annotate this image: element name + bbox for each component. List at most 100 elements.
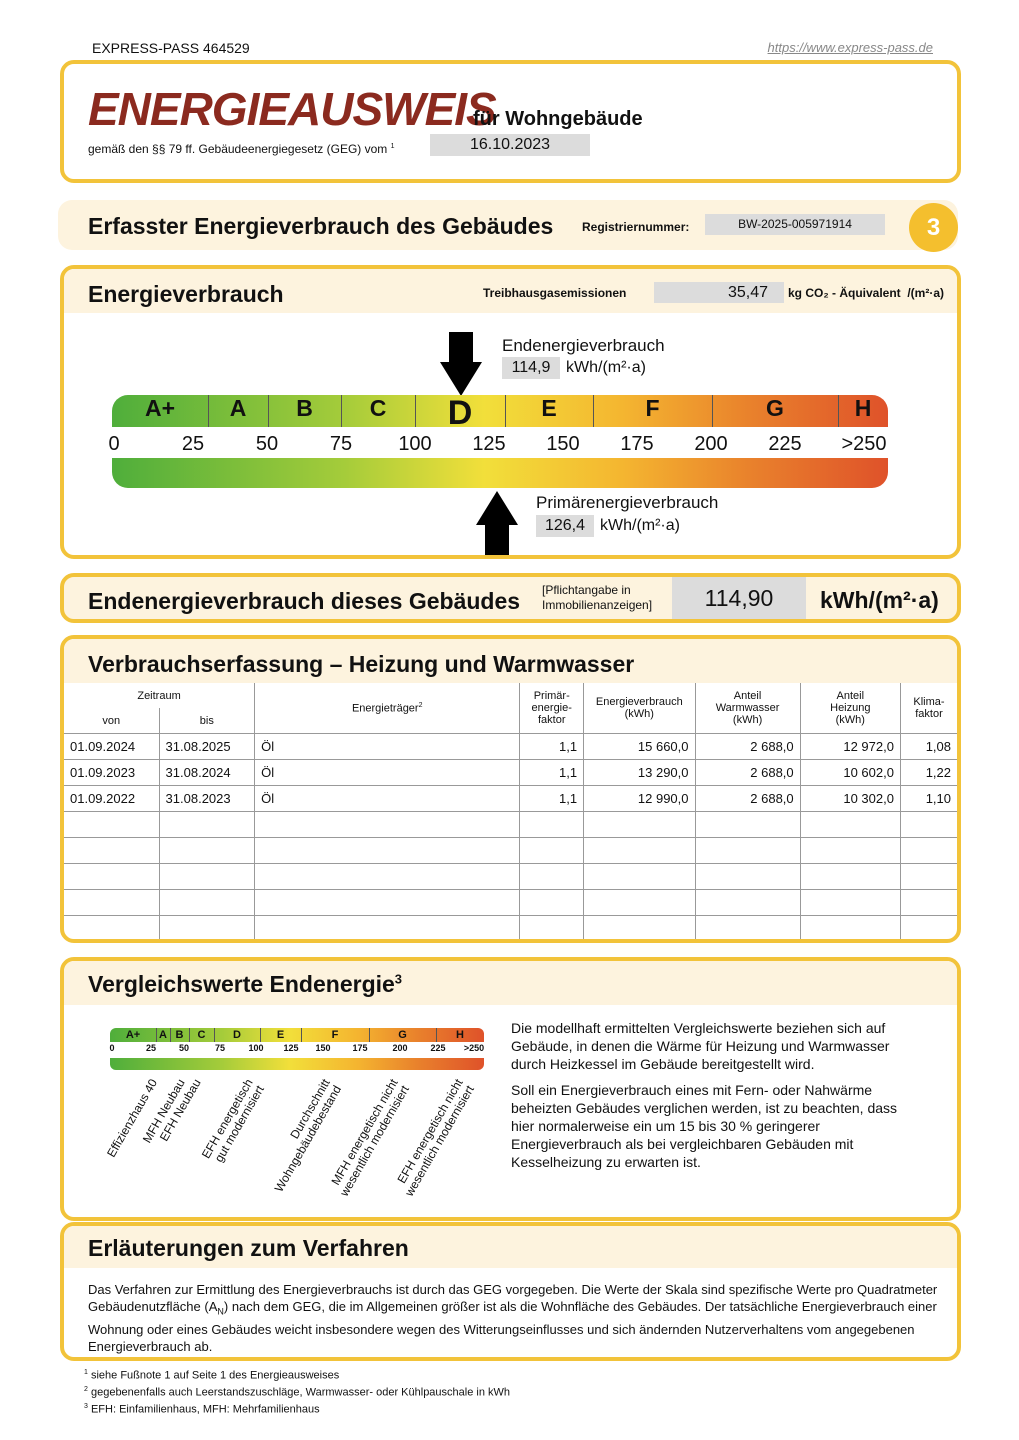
gradient-bar — [112, 458, 888, 488]
mini-class-label: D — [214, 1028, 261, 1042]
header-line: (kWh) — [732, 714, 763, 726]
end-unit: kWh/(m²·a) — [566, 359, 646, 376]
cell: 1,08 — [899, 733, 957, 760]
comparison-label: EFH energetisch gut modernisiert — [198, 1077, 266, 1167]
cell: 2 688,0 — [694, 733, 801, 760]
empty-row — [64, 942, 957, 944]
tick-label: 150 — [546, 433, 580, 455]
final-unit: kWh/(m²·a) — [820, 587, 939, 613]
mini-tick-label: 200 — [392, 1043, 408, 1053]
cell: 2 688,0 — [694, 759, 801, 786]
cell — [158, 837, 256, 864]
subscript: N — [217, 1306, 224, 1317]
mini-tick-label: 125 — [283, 1043, 299, 1053]
cell — [519, 915, 585, 939]
header-line: faktor — [537, 714, 566, 726]
text: ) nach dem GEG, die im Allgemeinen größe… — [88, 1299, 937, 1354]
cell — [799, 889, 901, 916]
tick-label: 125 — [472, 433, 506, 455]
footnote: 3 EFH: Einfamilienhaus, MFH: Mehrfamilie… — [84, 1400, 510, 1417]
mini-tick-label: 25 — [145, 1043, 156, 1053]
cell: 10 302,0 — [799, 785, 901, 812]
cell: 15 660,0 — [583, 733, 696, 760]
cell — [254, 915, 521, 939]
carrier-header: Energieträger2 — [254, 683, 521, 734]
cell: 1,22 — [899, 759, 957, 786]
date-field: 16.10.2023 — [430, 134, 590, 156]
cell: 1,1 — [519, 733, 585, 760]
cell — [799, 837, 901, 864]
mini-class-label: E — [260, 1028, 302, 1042]
cell — [254, 889, 521, 916]
footnote-mark: 2 — [84, 1386, 88, 1394]
cell — [158, 863, 256, 890]
class-label: E — [505, 395, 594, 427]
band — [64, 1226, 957, 1268]
title-box: ENERGIEAUSWEIS für Wohngebäude gemäß den… — [60, 60, 961, 183]
cell — [694, 889, 801, 916]
cell — [159, 942, 255, 944]
cell — [899, 837, 957, 864]
period-header: Zeitraum — [64, 683, 256, 708]
column-header: Anteil Heizung (kWh) — [799, 683, 901, 734]
cell — [254, 837, 521, 864]
class-label: B — [268, 395, 342, 427]
cell — [583, 863, 696, 890]
header-line: Anteil — [733, 690, 762, 702]
cell — [64, 915, 160, 939]
header-line: Energieverbrauch — [595, 696, 683, 708]
empty-row — [64, 915, 957, 939]
header-line: Klima- — [913, 696, 945, 708]
class-bar — [112, 395, 888, 427]
data-row: 01.09.2024 31.08.2025 Öl 1,1 15 660,0 2 688,0… — [64, 733, 957, 760]
empty-row — [64, 811, 957, 838]
explanation-text: Das Verfahren zur Ermittlung des Energie… — [88, 1281, 938, 1355]
cell: 01.09.2022 — [64, 785, 160, 812]
footnote: 1 siehe Fußnote 1 auf Seite 1 des Energi… — [84, 1366, 510, 1383]
footnote-text: gegebenenfalls auch Leerstandszuschläge,… — [90, 1386, 511, 1399]
header-line: Anteil — [836, 690, 865, 702]
final-title: Endenergieverbrauch dieses Gebäudes — [88, 588, 521, 614]
cell: 31.08.2024 — [158, 759, 256, 786]
data-row: 01.09.2022 31.08.2023 Öl 1,1 12 990,0 2 688,0… — [64, 785, 957, 812]
cell: 1,1 — [519, 759, 585, 786]
class-label: A+ — [112, 395, 209, 427]
ghg-unit: kg CO₂ - Äquivalent /(m²·a) — [788, 286, 945, 300]
cell — [583, 915, 696, 939]
mini-tick-label: 50 — [178, 1043, 189, 1053]
cell — [799, 811, 901, 838]
cell — [695, 942, 800, 944]
comparison-box: Vergleichswerte Endenergie3 A+ A B C D E F G H 0 2… — [60, 957, 961, 1221]
section-title: Erfasster Energieverbrauch des Gebäudes — [88, 213, 554, 239]
band — [64, 961, 957, 1005]
class-label: G — [712, 395, 839, 427]
note-line: Immobilienanzeigen] — [542, 598, 653, 612]
law-text: gemäß den §§ 79 ff. Gebäudeenergiegesetz… — [88, 142, 395, 156]
footnote-ref: 1 — [390, 143, 395, 150]
reg-number: BW-2025-005971914 — [705, 214, 885, 235]
empty-row — [64, 837, 957, 864]
cell — [694, 837, 801, 864]
cell — [694, 915, 801, 939]
primary-arrow — [476, 491, 518, 555]
cell — [254, 863, 521, 890]
header-line: Warmwasser — [715, 702, 780, 714]
header-line: Heizung — [830, 702, 871, 714]
header-line: faktor — [915, 708, 943, 720]
explanation-box: Erläuterungen zum Verfahren Das Verfahre… — [60, 1222, 961, 1361]
cell — [584, 942, 695, 944]
footnote: 2 gegebenenfalls auch Leerstandszuschläg… — [84, 1383, 510, 1400]
comparison-title: Vergleichswerte Endenergie3 — [88, 971, 402, 998]
to-header: bis — [158, 708, 256, 734]
cell — [519, 889, 585, 916]
footnote-ref: 2 — [418, 701, 423, 709]
class-label: C — [341, 395, 416, 427]
tick-label: 100 — [398, 433, 432, 455]
mini-class-label: A+ — [110, 1028, 157, 1042]
cell — [520, 942, 584, 944]
cell — [255, 942, 520, 944]
header-link[interactable]: https://www.express-pass.de — [767, 40, 933, 55]
cell — [64, 811, 160, 838]
cell: 12 972,0 — [799, 733, 901, 760]
